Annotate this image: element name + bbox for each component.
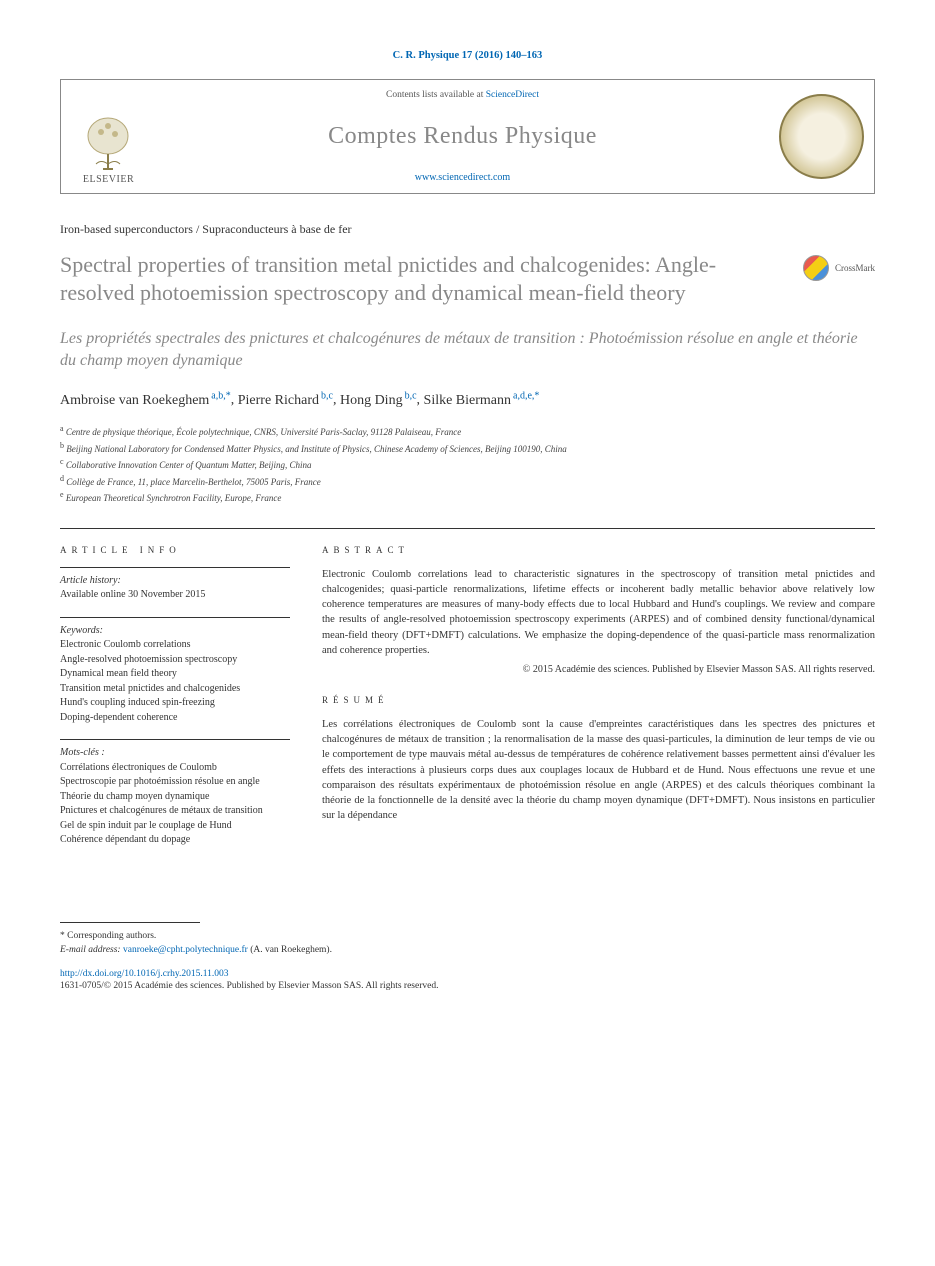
abstract-copyright: © 2015 Académie des sciences. Published … xyxy=(322,664,875,675)
divider xyxy=(60,528,875,529)
motcle: Spectroscopie par photoémission résolue … xyxy=(60,775,290,790)
article-subtitle: Les propriétés spectrales des pnictures … xyxy=(60,328,875,371)
keyword: Angle-resolved photoemission spectroscop… xyxy=(60,653,290,668)
corresponding-authors: * Corresponding authors. E-mail address:… xyxy=(60,929,875,958)
affiliation: d Collège de France, 11, place Marcelin-… xyxy=(60,473,875,490)
crossmark-label: CrossMark xyxy=(835,263,875,273)
academie-seal-container xyxy=(769,80,874,193)
motcle: Pnictures et chalcogénures de métaux de … xyxy=(60,804,290,819)
affiliation: c Collaborative Innovation Center of Qua… xyxy=(60,456,875,473)
article-title: Spectral properties of transition metal … xyxy=(60,251,783,306)
keyword: Transition metal pnictides and chalcogen… xyxy=(60,682,290,697)
resume-text: Les corrélations électroniques de Coulom… xyxy=(322,717,875,824)
authors-list: Ambroise van Roekeghem a,b,*, Pierre Ric… xyxy=(60,389,875,411)
resume-heading: RÉSUMÉ xyxy=(322,695,875,705)
corresponding-label: * Corresponding authors. xyxy=(60,929,875,943)
publisher-name: ELSEVIER xyxy=(83,174,134,185)
contents-prefix: Contents lists available at xyxy=(386,90,486,100)
keywords-block: Keywords: Electronic Coulomb correlation… xyxy=(60,617,290,726)
section-label: Iron-based superconductors / Supraconduc… xyxy=(60,222,875,237)
history-value: Available online 30 November 2015 xyxy=(60,588,290,603)
citation-line: C. R. Physique 17 (2016) 140–163 xyxy=(60,50,875,61)
affiliation: b Beijing National Laboratory for Conden… xyxy=(60,440,875,457)
keyword: Doping-dependent coherence xyxy=(60,711,290,726)
journal-header: ELSEVIER Contents lists available at Sci… xyxy=(60,79,875,194)
two-column-layout: ARTICLE INFO Article history: Available … xyxy=(60,545,875,862)
author: Pierre Richard b,c xyxy=(238,393,333,408)
article-info-column: ARTICLE INFO Article history: Available … xyxy=(60,545,290,862)
title-row: Spectral properties of transition metal … xyxy=(60,251,875,306)
keywords-label: Keywords: xyxy=(60,624,290,639)
email-attribution: (A. van Roekeghem). xyxy=(250,945,332,955)
author: Hong Ding b,c xyxy=(340,393,417,408)
article-info-heading: ARTICLE INFO xyxy=(60,545,290,555)
doi-link[interactable]: http://dx.doi.org/10.1016/j.crhy.2015.11… xyxy=(60,969,875,979)
history-label: Article history: xyxy=(60,574,290,589)
crossmark-badge[interactable]: CrossMark xyxy=(803,255,875,281)
author: Ambroise van Roekeghem a,b,* xyxy=(60,393,231,408)
journal-name: Comptes Rendus Physique xyxy=(328,123,597,150)
motcle: Gel de spin induit par le couplage de Hu… xyxy=(60,819,290,834)
abstract-text: Electronic Coulomb correlations lead to … xyxy=(322,567,875,658)
motscles-label: Mots-clés : xyxy=(60,746,290,761)
motcle: Cohérence dépendant du dopage xyxy=(60,833,290,848)
footer-divider xyxy=(60,922,200,923)
keyword: Electronic Coulomb correlations xyxy=(60,638,290,653)
journal-url[interactable]: www.sciencedirect.com xyxy=(415,172,510,183)
corresponding-email[interactable]: vanroeke@cpht.polytechnique.fr xyxy=(123,945,248,955)
motscles-list: Corrélations électroniques de CoulombSpe… xyxy=(60,761,290,848)
sciencedirect-link[interactable]: ScienceDirect xyxy=(486,90,539,100)
author: Silke Biermann a,d,e,* xyxy=(424,393,540,408)
motcle: Corrélations électroniques de Coulomb xyxy=(60,761,290,776)
keyword: Hund's coupling induced spin-freezing xyxy=(60,696,290,711)
header-center: Contents lists available at ScienceDirec… xyxy=(156,80,769,193)
article-history: Article history: Available online 30 Nov… xyxy=(60,567,290,603)
contents-available: Contents lists available at ScienceDirec… xyxy=(386,90,539,100)
motcle: Théorie du champ moyen dynamique xyxy=(60,790,290,805)
keyword: Dynamical mean field theory xyxy=(60,667,290,682)
publisher-logo: ELSEVIER xyxy=(61,80,156,193)
academie-seal-icon xyxy=(779,94,864,179)
abstract-column: ABSTRACT Electronic Coulomb correlations… xyxy=(322,545,875,862)
abstract-heading: ABSTRACT xyxy=(322,545,875,555)
affiliation: e European Theoretical Synchrotron Facil… xyxy=(60,489,875,506)
keywords-list: Electronic Coulomb correlationsAngle-res… xyxy=(60,638,290,725)
crossmark-icon xyxy=(803,255,829,281)
email-label: E-mail address: xyxy=(60,945,121,955)
affiliations-list: a Centre de physique théorique, École po… xyxy=(60,423,875,506)
elsevier-tree-icon xyxy=(81,114,136,174)
motscles-block: Mots-clés : Corrélations électroniques d… xyxy=(60,739,290,848)
issn-copyright: 1631-0705/© 2015 Académie des sciences. … xyxy=(60,981,875,991)
affiliation: a Centre de physique théorique, École po… xyxy=(60,423,875,440)
